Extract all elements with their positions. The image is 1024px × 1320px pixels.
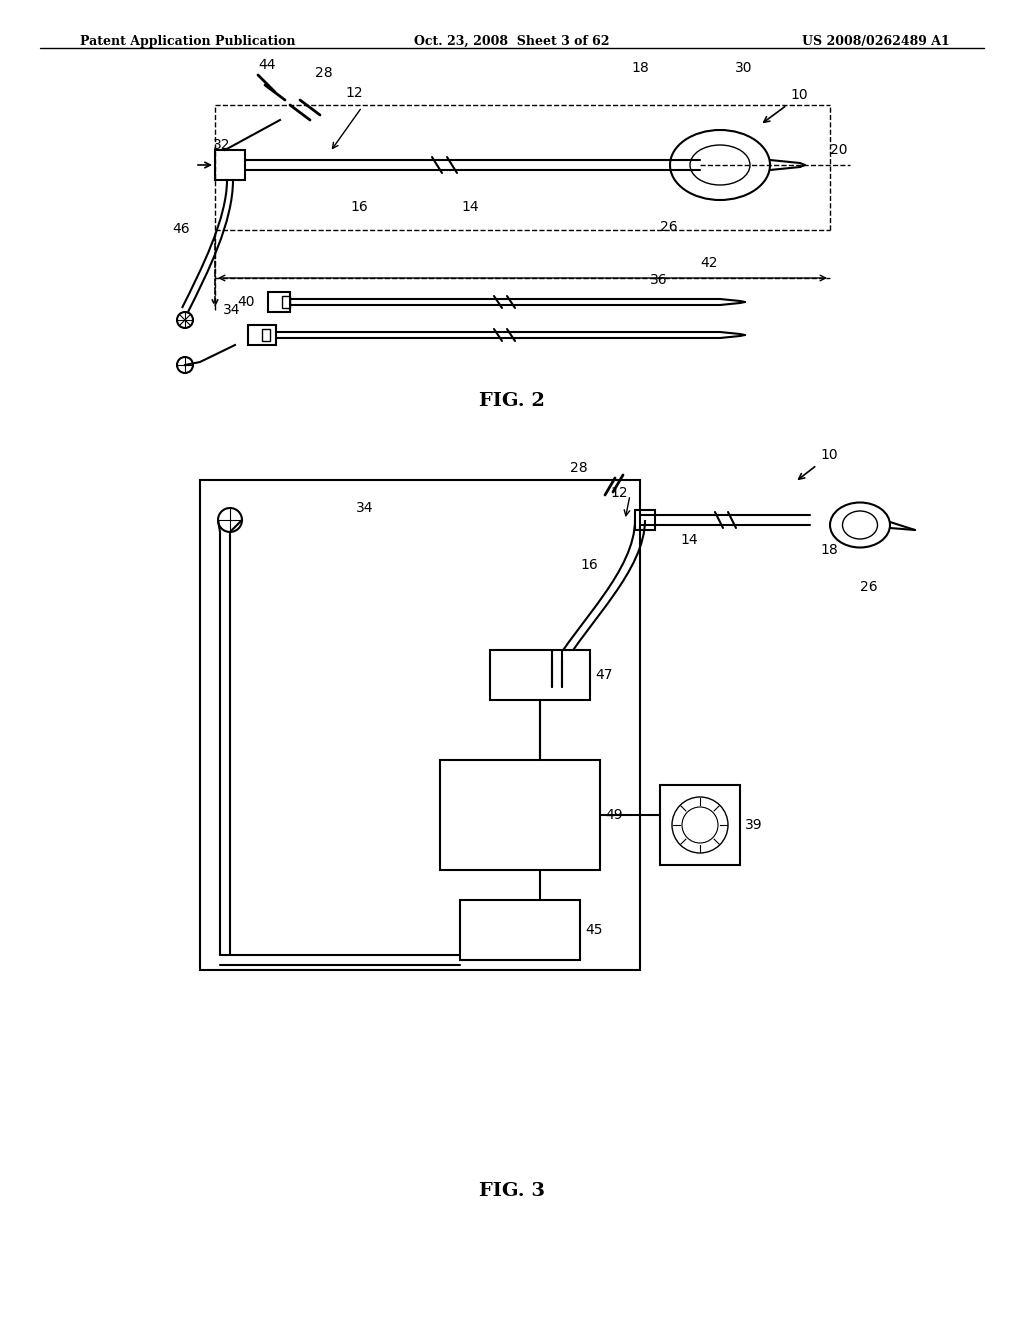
Bar: [200, 480, 640, 970]
Text: 45: 45: [585, 923, 602, 937]
Text: 16: 16: [350, 201, 368, 214]
Text: 10: 10: [790, 88, 808, 102]
Text: 44: 44: [258, 58, 275, 73]
Text: 49: 49: [605, 808, 623, 822]
Bar: [268, 292, 290, 312]
Text: 46: 46: [172, 222, 190, 236]
Text: 12: 12: [610, 486, 628, 500]
Text: 26: 26: [660, 220, 678, 234]
Bar: [248, 325, 276, 345]
Bar: [490, 649, 590, 700]
Text: 26: 26: [860, 579, 878, 594]
Text: 36: 36: [650, 273, 668, 286]
Text: 34: 34: [355, 502, 373, 515]
Text: 14: 14: [680, 533, 697, 546]
Bar: [660, 785, 740, 865]
Text: 34: 34: [222, 304, 240, 317]
Bar: [262, 329, 270, 341]
Text: 12: 12: [345, 86, 362, 100]
Text: 18: 18: [631, 61, 649, 75]
Text: 42: 42: [700, 256, 718, 271]
Text: 16: 16: [580, 558, 598, 572]
Bar: [215, 150, 245, 180]
Text: 32: 32: [213, 139, 230, 152]
Bar: [635, 510, 655, 531]
Text: 10: 10: [820, 447, 838, 462]
Bar: [440, 760, 600, 870]
Bar: [282, 296, 290, 308]
Text: Oct. 23, 2008  Sheet 3 of 62: Oct. 23, 2008 Sheet 3 of 62: [415, 36, 609, 48]
Text: 14: 14: [461, 201, 479, 214]
Text: 30: 30: [735, 61, 753, 75]
Text: 28: 28: [315, 66, 333, 81]
Text: 28: 28: [570, 461, 588, 475]
Text: FIG. 2: FIG. 2: [479, 392, 545, 411]
Text: 18: 18: [820, 543, 838, 557]
Text: Patent Application Publication: Patent Application Publication: [80, 36, 296, 48]
Text: 39: 39: [745, 818, 763, 832]
Text: US 2008/0262489 A1: US 2008/0262489 A1: [802, 36, 950, 48]
Text: 47: 47: [595, 668, 612, 682]
Circle shape: [547, 667, 567, 686]
Text: 20: 20: [830, 143, 848, 157]
Text: 40: 40: [238, 294, 255, 309]
Text: FIG. 3: FIG. 3: [479, 1181, 545, 1200]
Bar: [460, 900, 580, 960]
